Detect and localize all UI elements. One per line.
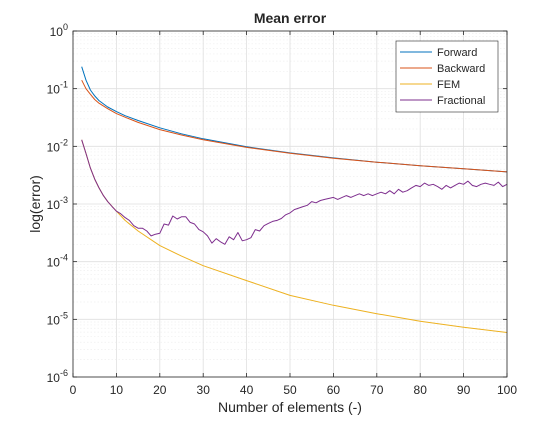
x-axis-label: Number of elements (-) [218,399,362,415]
x-tick-label: 40 [240,383,254,397]
x-tick-labels: 0 10 20 30 40 50 60 70 80 90 100 [70,383,518,397]
y-tick-label: 10-6 [47,368,68,385]
x-tick-label: 90 [457,383,471,397]
series-layer [81,66,508,333]
series-line-fractional [81,139,508,245]
tick-marks [72,30,508,378]
y-tick-label: 10-2 [47,137,68,154]
x-tick-label: 70 [370,383,384,397]
y-tick-label: 10-3 [47,195,68,212]
legend: Forward Backward FEM Fractional [395,40,499,113]
x-tick-label: 10 [110,383,124,397]
y-tick-label: 10-4 [47,253,68,270]
chart-title: Mean error [254,10,327,26]
x-tick-label: 80 [414,383,428,397]
x-tick-label: 30 [197,383,211,397]
legend-label-fem: FEM [437,79,460,91]
legend-label-fractional: Fractional [437,95,485,107]
x-tick-label: 50 [283,383,297,397]
x-tick-label: 20 [153,383,167,397]
y-tick-label: 10-5 [47,310,68,327]
x-tick-label: 0 [70,383,77,397]
series-line-backward [81,79,508,173]
legend-label-forward: Forward [437,47,477,59]
legend-entries: Forward Backward FEM Fractional [400,47,485,107]
y-tick-label: 100 [50,22,68,39]
y-tick-label: 10-1 [47,80,68,97]
y-tick-labels: 100 10-1 10-2 10-3 10-4 10-5 10-6 [47,22,68,385]
x-tick-label: 60 [327,383,341,397]
y-axis-label: log(error) [27,175,43,233]
legend-label-backward: Backward [437,63,485,75]
x-tick-label: 100 [497,383,517,397]
